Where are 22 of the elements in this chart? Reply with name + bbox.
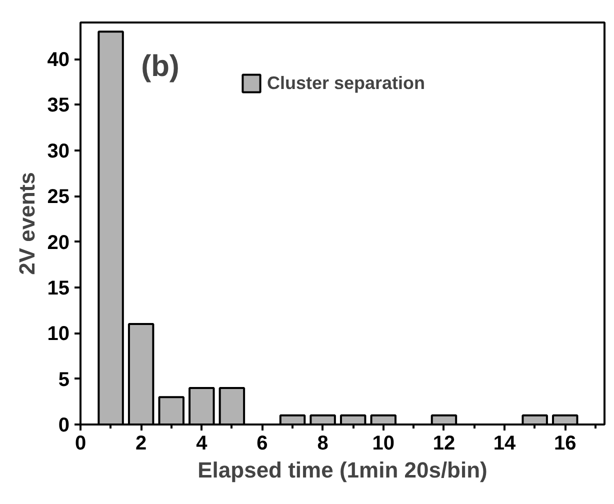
y-tick-label: 5 — [58, 368, 70, 391]
y-tick-label: 30 — [47, 140, 70, 162]
y-tick-label: 25 — [47, 186, 70, 208]
y-tick-label: 0 — [58, 414, 70, 436]
x-tick-label: 16 — [554, 432, 576, 454]
y-axis-title: 2V events — [14, 172, 40, 275]
y-tick-label: 15 — [47, 277, 70, 300]
legend-label: Cluster separation — [267, 72, 426, 94]
x-tick-label: 2 — [136, 432, 147, 454]
x-tick-label: 4 — [196, 432, 208, 454]
y-tick-label: 10 — [47, 323, 70, 346]
y-tick-label: 20 — [47, 232, 70, 254]
x-tick-label: 14 — [493, 432, 517, 454]
y-tick-label: 35 — [47, 94, 70, 117]
annotation: (b) — [141, 50, 180, 83]
x-tick-label: 10 — [372, 432, 395, 454]
x-tick-label: 8 — [317, 432, 328, 454]
x-tick-label: 6 — [256, 432, 268, 454]
x-axis-title: Elapsed time (1min 20s/bin) — [198, 458, 488, 482]
y-tick-label: 40 — [47, 49, 70, 72]
x-tick-label: 12 — [432, 432, 456, 454]
x-tick-label: 0 — [74, 432, 86, 454]
